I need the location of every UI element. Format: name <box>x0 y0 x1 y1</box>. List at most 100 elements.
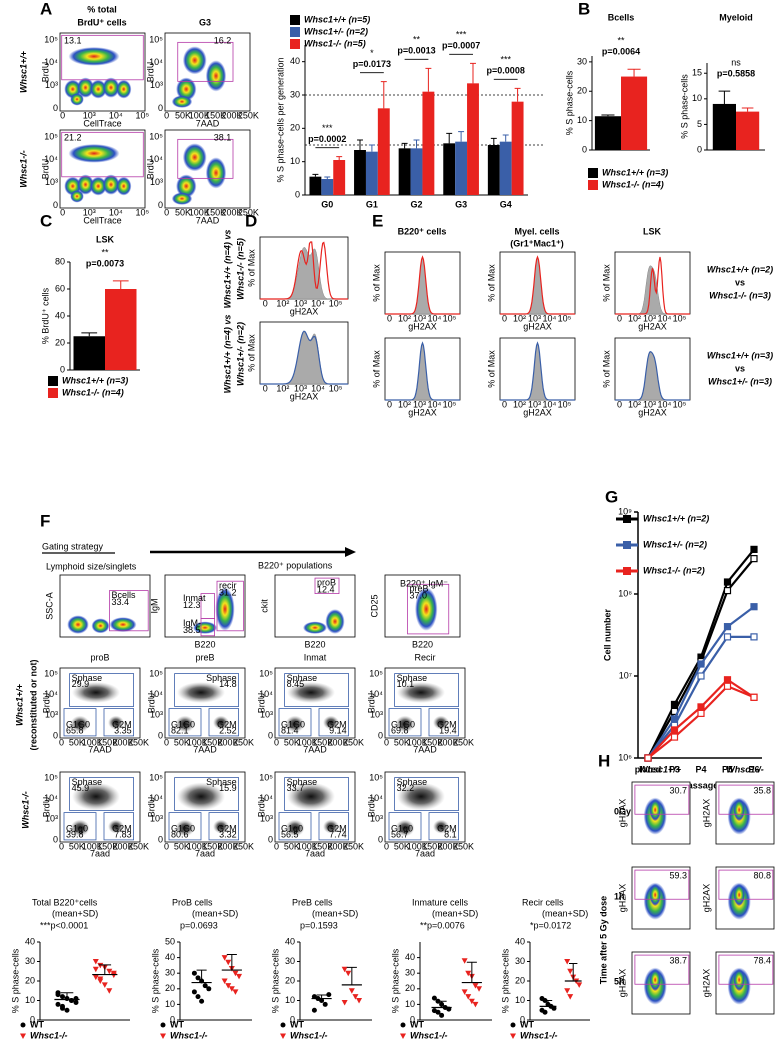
tick-label: 10³ <box>413 399 426 409</box>
tick-label: 0 <box>387 399 392 409</box>
axis-label: CellTrace <box>83 215 121 225</box>
gate-name: G2M <box>217 719 237 729</box>
bar <box>712 103 736 150</box>
tick-label: 10⁵ <box>135 207 149 217</box>
tick-label: 200K <box>113 841 134 851</box>
p-value: **p=0.0076 <box>420 920 465 930</box>
cell-density <box>397 682 445 703</box>
axis-label: gH2AX <box>701 799 711 828</box>
cell-density <box>213 715 229 730</box>
data-point <box>352 994 359 1000</box>
axis-label: BrdU <box>366 797 376 818</box>
axis-label: 7AAD <box>88 744 112 754</box>
legend-label: Whsc1-/- <box>30 1030 68 1040</box>
data-point <box>60 1003 65 1009</box>
axis-label: % of Max <box>371 264 381 302</box>
y-tick-label: 80 <box>55 256 65 266</box>
legend-label: Whsc1-/- <box>410 1030 448 1040</box>
cell-density <box>177 782 225 811</box>
cell-density <box>193 621 217 634</box>
data-point <box>697 672 705 680</box>
y-tick-label: 40 <box>290 56 300 66</box>
tick-label: 10⁵ <box>44 131 58 141</box>
axis-label: % of Max <box>486 350 496 388</box>
y-tick-label: 30 <box>165 968 175 978</box>
cell-density <box>323 715 339 730</box>
y-tick-label: 0 <box>697 144 702 154</box>
error-bar <box>490 137 497 145</box>
chart-subtitle: (mean+SD) <box>52 908 98 918</box>
data-point <box>465 970 472 977</box>
data-point <box>322 1001 328 1007</box>
tick-label: 50K <box>175 110 191 120</box>
gate <box>428 708 460 737</box>
row-label: vs <box>735 363 745 373</box>
error-bar <box>413 139 420 149</box>
data-point <box>195 975 201 981</box>
legend-label: Whsc1-/- <box>520 1030 558 1040</box>
axis-label: gH2AX <box>701 969 711 998</box>
axis-label: 7aad <box>195 848 215 858</box>
tick-label: 150K <box>422 841 443 851</box>
tick-label: 10⁵ <box>558 313 572 323</box>
bar <box>309 176 322 195</box>
panel-letter: A <box>40 0 52 18</box>
axis-label: 7AAD <box>196 118 220 128</box>
tick-label: 10³ <box>370 814 383 824</box>
p-value: ***p<0.0001 <box>40 920 88 930</box>
gate-name: G2M <box>327 719 347 729</box>
gate <box>388 812 422 841</box>
axis-label: % of Max <box>246 249 256 287</box>
y-tick-label: 5 <box>697 119 702 129</box>
cell-density <box>649 798 661 822</box>
tick-label: 0 <box>274 737 279 747</box>
histogram-curve <box>615 351 690 401</box>
axis-label: % S phase-cells <box>150 948 160 1013</box>
tick-label: 10³ <box>643 313 656 323</box>
bar <box>422 91 435 195</box>
error-bar <box>324 176 331 179</box>
tick-label: 0 <box>274 841 279 851</box>
data-point <box>345 970 352 977</box>
tick-label: 10³ <box>45 814 58 824</box>
axis-label: BrdU <box>41 797 51 818</box>
tick-label: 250K <box>233 737 254 747</box>
y-tick-label: 10⁷ <box>619 670 632 680</box>
chart-title: PreB cells <box>292 897 333 907</box>
significance: ** <box>617 36 625 46</box>
tick-label: 10² <box>398 313 411 323</box>
tick-label: 10⁴ <box>658 313 672 323</box>
gate <box>61 34 144 81</box>
y-tick-label: 0 <box>520 1014 525 1024</box>
tick-label: 10⁴ <box>149 154 163 164</box>
gate <box>174 777 240 811</box>
data-point <box>723 587 732 595</box>
y-tick-label: 0 <box>295 189 300 199</box>
cell-density <box>215 587 235 631</box>
data-point <box>750 555 758 563</box>
row-label: 0Gy <box>614 806 631 816</box>
axis-label: gH2AX <box>701 884 711 913</box>
p-value: p=0.0173 <box>353 59 391 69</box>
tick-label: 0 <box>53 103 58 113</box>
tick-label: 10⁴ <box>311 298 325 308</box>
legend-label: Whsc1-/- <box>290 1030 328 1040</box>
axis-label: gH2AX <box>523 321 552 331</box>
cell-density <box>395 819 415 837</box>
y-tick-label: 20 <box>285 975 295 985</box>
p-value: p=0.5858 <box>717 69 755 79</box>
row-label: Whsc1-/- (n=5) <box>235 238 245 300</box>
gate-value: 80.8 <box>753 870 771 880</box>
panel-letter: F <box>40 511 50 530</box>
error-bar <box>380 81 387 109</box>
tick-label: 0 <box>164 110 169 120</box>
y-tick-label: 10 <box>692 93 702 103</box>
cell-density <box>285 715 305 733</box>
gate <box>208 812 240 841</box>
tick-label: 10² <box>628 399 641 409</box>
data-point <box>468 998 475 1005</box>
data-point <box>723 676 732 684</box>
column-title: B220⁺ cells <box>398 226 447 236</box>
tick-label: 10² <box>628 313 641 323</box>
